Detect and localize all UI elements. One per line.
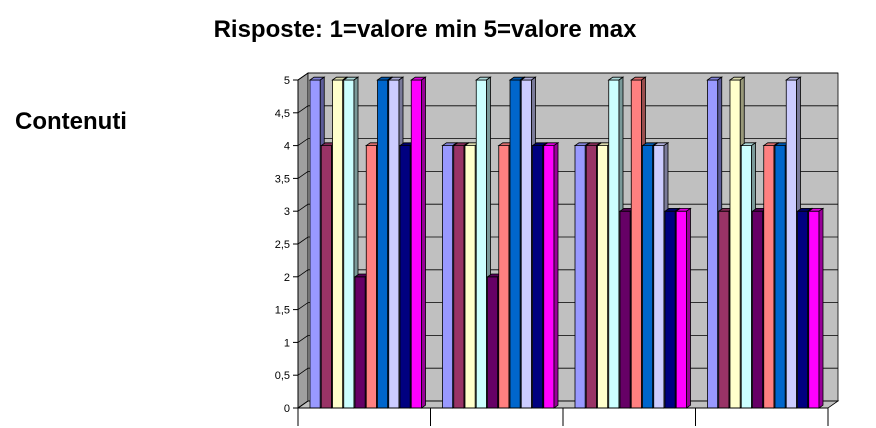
bar-side — [421, 76, 426, 409]
bar-front — [377, 79, 389, 409]
bar-front — [707, 79, 719, 409]
bar-front — [597, 145, 609, 409]
bar — [674, 207, 692, 409]
bar-front — [675, 210, 687, 409]
bar-front — [487, 276, 499, 409]
bar-front — [774, 145, 786, 409]
bar-front — [729, 79, 741, 409]
bar-front — [498, 145, 510, 409]
bar-side — [553, 142, 559, 409]
bar-front — [399, 145, 411, 409]
bar-front — [608, 79, 620, 409]
bar-front — [763, 145, 775, 409]
bar-front — [653, 145, 665, 409]
y-tick-label: 4 — [284, 141, 290, 153]
section-label: Contenuti — [15, 108, 127, 135]
bar — [409, 76, 427, 409]
bar-front — [630, 79, 642, 409]
bar-front — [585, 145, 597, 409]
bar-front — [509, 79, 521, 409]
y-tick-label: 2,5 — [275, 239, 290, 251]
bar-front — [785, 79, 797, 409]
bar-front — [664, 210, 676, 409]
bar-front — [320, 145, 332, 409]
bar-front — [718, 210, 730, 409]
y-tick-label: 4,5 — [275, 108, 290, 120]
bar-front — [365, 145, 377, 409]
y-tick-label: 1,5 — [275, 305, 290, 317]
bar-front — [343, 79, 355, 409]
bar-side — [818, 207, 824, 409]
y-tick-label: 3,5 — [275, 173, 290, 185]
bar-front — [410, 79, 422, 409]
bar — [542, 142, 560, 409]
tick-labels: 0 0,5 1 1,5 2 2,5 3 3,5 4 4,5 5 — [275, 75, 290, 415]
bar-front — [453, 145, 465, 409]
bar-front — [574, 145, 586, 409]
gridline — [297, 72, 838, 81]
bar-front — [475, 79, 487, 409]
bar-front — [543, 145, 555, 409]
y-tick-label: 5 — [284, 75, 290, 87]
bar-front — [354, 276, 366, 409]
bar-front — [520, 79, 532, 409]
bar-front — [642, 145, 654, 409]
bar-front — [332, 79, 344, 409]
chart-title: Risposte: 1=valore min 5=valore max — [213, 16, 637, 43]
y-tick-label: 3 — [284, 206, 290, 218]
bar-front — [752, 210, 764, 409]
bar-front — [442, 145, 454, 409]
axes — [293, 79, 829, 426]
bar-front — [464, 145, 476, 409]
y-tick-label: 0 — [284, 403, 290, 415]
bar-front — [532, 145, 544, 409]
y-tick-label: 0,5 — [275, 370, 290, 382]
gridline — [297, 105, 838, 114]
bar-front — [797, 210, 809, 409]
bar-front — [388, 79, 400, 409]
bar-front — [619, 210, 631, 409]
gridline — [297, 138, 838, 146]
bar-front — [309, 79, 321, 409]
bar-front — [808, 210, 820, 409]
bar-side — [686, 207, 691, 409]
y-tick-label: 2 — [284, 272, 290, 284]
bar-front — [740, 145, 752, 409]
y-tick-label: 1 — [284, 337, 290, 349]
bar — [807, 207, 825, 409]
